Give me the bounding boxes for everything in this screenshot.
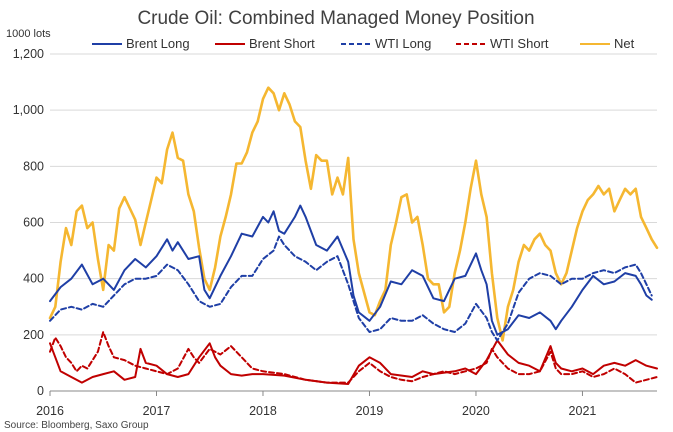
legend-label: Net bbox=[614, 36, 635, 51]
chart-title: Crude Oil: Combined Managed Money Positi… bbox=[137, 8, 534, 29]
x-tick-label: 2018 bbox=[249, 404, 277, 418]
x-tick-label: 2019 bbox=[356, 404, 384, 418]
legend-label: WTI Short bbox=[490, 36, 549, 51]
series-line-brent-long bbox=[49, 204, 653, 336]
series-line-net bbox=[48, 86, 659, 342]
series-group bbox=[48, 86, 659, 385]
x-tick-label: 2021 bbox=[569, 404, 597, 418]
legend-label: WTI Long bbox=[375, 36, 431, 51]
series-line-wti-long bbox=[49, 235, 653, 342]
x-tick-label: 2017 bbox=[143, 404, 171, 418]
y-tick-label: 0 bbox=[37, 384, 44, 398]
y-tick-label: 400 bbox=[23, 272, 44, 286]
x-axis-ticks: 2016 2017 2018 2019 2020 2021 bbox=[36, 391, 596, 418]
legend: Brent Long Brent Short WTI Long WTI Short Ne… bbox=[92, 36, 635, 51]
y-tick-label: 1,200 bbox=[13, 47, 44, 61]
source-note: Source: Bloomberg, Saxo Group bbox=[4, 420, 149, 431]
x-tick-label: 2016 bbox=[36, 404, 64, 418]
y-tick-label: 1,000 bbox=[13, 103, 44, 117]
legend-label: Brent Short bbox=[249, 36, 315, 51]
gridlines bbox=[50, 53, 657, 336]
series-line-brent-short bbox=[49, 339, 658, 385]
y-tick-label: 600 bbox=[23, 216, 44, 230]
y-tick-label: 200 bbox=[23, 328, 44, 342]
y-axis-ticks: 0 200 400 600 800 1,000 1,200 bbox=[13, 47, 44, 398]
legend-label: Brent Long bbox=[126, 36, 190, 51]
x-tick-label: 2020 bbox=[462, 404, 490, 418]
series-line-wti-short bbox=[49, 331, 658, 384]
y-tick-label: 800 bbox=[23, 159, 44, 173]
y-axis-label: 1000 lots bbox=[6, 28, 51, 40]
